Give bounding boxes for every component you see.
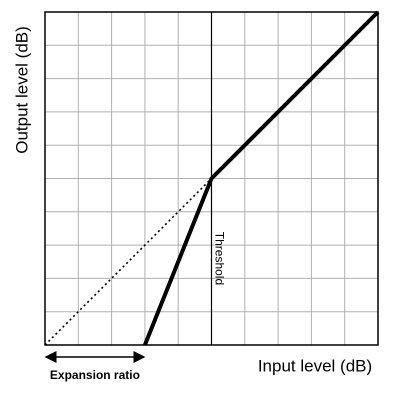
x-axis-label: Input level (dB) xyxy=(258,356,372,375)
y-axis-label: Output level (dB) xyxy=(12,26,31,154)
series-line xyxy=(44,177,213,346)
threshold-label: Threshold xyxy=(212,232,226,285)
ratio-label: Expansion ratio xyxy=(50,368,140,382)
